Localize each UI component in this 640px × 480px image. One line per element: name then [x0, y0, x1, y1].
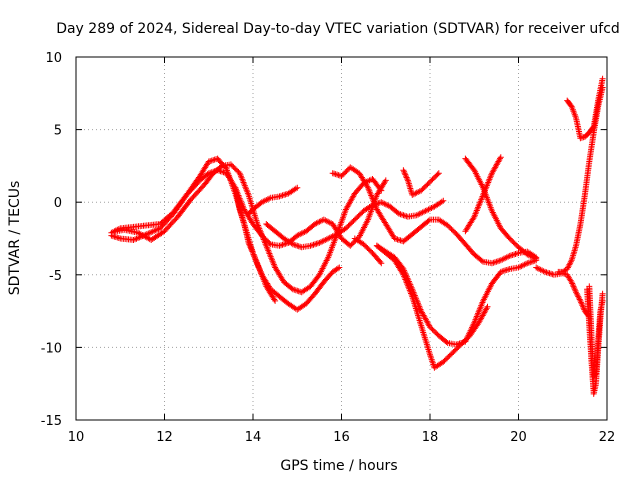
series-track-11: [351, 235, 385, 267]
y-tick-label: -10: [41, 341, 62, 356]
y-tick-label: 10: [45, 51, 62, 66]
y-tick-label: -15: [41, 414, 62, 429]
series-track-9: [373, 242, 491, 371]
y-tick-label: 0: [54, 196, 62, 211]
point-markers: [245, 184, 301, 217]
point-markers: [351, 235, 385, 267]
x-tick-label: 20: [510, 430, 527, 445]
series-track-12: [462, 155, 540, 262]
x-tick-label: 22: [599, 430, 616, 445]
point-markers: [373, 242, 540, 348]
point-markers: [462, 154, 504, 235]
grid: [76, 57, 607, 420]
point-markers: [108, 167, 389, 249]
point-markers: [555, 84, 606, 275]
series-track-16: [564, 75, 606, 142]
series-track-6: [263, 197, 447, 251]
series-track-10: [400, 167, 442, 198]
chart-title: Day 289 of 2024, Sidereal Day-to-day VTE…: [56, 21, 620, 37]
point-markers: [263, 197, 447, 251]
axis-ticks: 10 12 14 16 18 20 22 -15 -10 -5 0 5 10: [41, 51, 616, 445]
series-track-5: [245, 184, 301, 217]
x-tick-label: 16: [333, 430, 350, 445]
x-tick-label: 12: [156, 430, 173, 445]
series-track-18: [586, 283, 606, 380]
point-markers: [232, 184, 279, 304]
x-tick-label: 18: [422, 430, 439, 445]
series-track-4: [232, 184, 279, 304]
point-markers: [586, 283, 606, 380]
x-tick-label: 14: [245, 430, 262, 445]
point-markers: [564, 75, 606, 142]
point-markers: [329, 164, 540, 267]
series-track-8: [373, 242, 540, 348]
y-tick-label: 5: [54, 124, 62, 139]
point-markers: [462, 155, 540, 262]
x-tick-label: 10: [68, 430, 85, 445]
y-tick-label: -5: [49, 269, 62, 284]
point-markers: [373, 242, 491, 371]
plot-frame: [75, 56, 608, 421]
point-markers: [400, 167, 442, 198]
y-axis-label: SDTVAR / TECUs: [7, 181, 23, 296]
x-axis-label: GPS time / hours: [280, 458, 397, 474]
series-track-15: [555, 84, 606, 275]
series-track-7: [329, 164, 540, 267]
series-track-13: [462, 154, 504, 235]
series-track-3: [108, 167, 389, 249]
data-points: [108, 75, 606, 397]
